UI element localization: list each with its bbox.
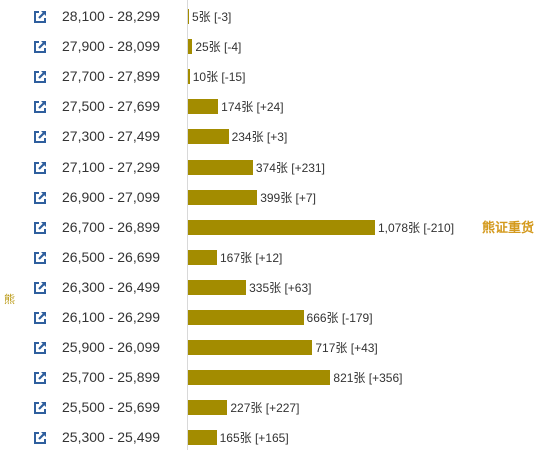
chart-row: 25,300 - 25,499 165张 [+165] (0, 423, 541, 453)
bar (188, 249, 217, 265)
chart-row: 25,500 - 25,699 227张 [+227] (0, 393, 541, 423)
side-label: 熊 (4, 294, 15, 306)
external-link-icon[interactable] (33, 281, 47, 295)
chart-row: 28,100 - 28,299 5张 [-3] (0, 2, 541, 32)
heavy-bear-annotation: 熊证重货 (482, 220, 535, 235)
value-label: 1,078张 [-210] (378, 220, 455, 235)
bar (188, 39, 193, 55)
chart-row: 25,700 - 25,899 821张 [+356] (0, 363, 541, 393)
range-label: 27,500 - 27,699 (62, 98, 161, 115)
external-link-icon[interactable] (33, 311, 47, 325)
range-label: 25,900 - 26,099 (62, 339, 161, 356)
value-label: 374张 [+231] (255, 160, 325, 175)
value-label: 227张 [+227] (230, 401, 300, 416)
bar (188, 279, 247, 295)
range-label: 25,500 - 25,699 (62, 399, 161, 416)
chart-row: 26,900 - 27,099 399张 [+7] (0, 183, 541, 213)
external-link-icon[interactable] (33, 401, 47, 415)
chart-row: 26,700 - 26,899 1,078张 [-210] (0, 213, 541, 243)
range-label: 26,700 - 26,899 (62, 218, 161, 235)
value-label: 717张 [+43] (315, 341, 378, 356)
external-link-icon[interactable] (33, 40, 47, 54)
chart-row: 27,700 - 27,899 10张 [-15] (0, 62, 541, 92)
bar (188, 340, 313, 356)
chart-row: 26,300 - 26,499 335张 [+63] (0, 273, 541, 303)
chart-row: 27,300 - 27,499 234张 [+3] (0, 122, 541, 152)
value-label: 25张 [-4] (195, 40, 242, 55)
range-label: 25,700 - 25,899 (62, 369, 161, 386)
external-link-icon[interactable] (33, 221, 47, 235)
range-label: 25,300 - 25,499 (62, 429, 161, 446)
chart-row: 27,100 - 27,299 374张 [+231] (0, 153, 541, 183)
bar (188, 159, 253, 175)
range-label: 26,900 - 27,099 (62, 188, 161, 205)
range-label: 27,700 - 27,899 (62, 68, 161, 85)
chart-row: 25,900 - 26,099 717张 [+43] (0, 333, 541, 363)
bar (188, 9, 189, 24)
range-label: 26,500 - 26,699 (62, 248, 161, 265)
chart-row: 27,500 - 27,699 174张 [+24] (0, 92, 541, 122)
chart-axis-line (187, 0, 188, 450)
bar (188, 69, 190, 85)
range-label: 27,900 - 28,099 (62, 38, 161, 55)
external-link-icon[interactable] (33, 100, 47, 114)
external-link-icon[interactable] (33, 431, 47, 445)
range-label: 28,100 - 28,299 (62, 8, 161, 24)
bar (188, 99, 219, 115)
range-label: 27,100 - 27,299 (62, 158, 161, 175)
external-link-icon[interactable] (33, 191, 47, 205)
value-label: 10张 [-15] (192, 70, 246, 85)
value-label: 335张 [+63] (249, 280, 312, 295)
bar (188, 189, 258, 205)
bar (188, 370, 331, 386)
value-label: 174张 [+24] (221, 100, 284, 115)
bar (188, 129, 229, 145)
external-link-icon[interactable] (33, 130, 47, 144)
range-label: 26,300 - 26,499 (62, 278, 161, 295)
bar (188, 219, 375, 235)
bar (188, 400, 228, 416)
value-label: 666张 [-179] (306, 311, 373, 325)
external-link-icon[interactable] (33, 341, 47, 355)
external-link-icon[interactable] (33, 10, 47, 24)
bar (188, 310, 304, 325)
value-label: 821张 [+356] (333, 371, 403, 386)
chart-row: 27,900 - 28,099 25张 [-4] (0, 32, 541, 62)
range-label: 27,300 - 27,499 (62, 128, 161, 145)
value-label: 5张 [-3] (192, 10, 232, 24)
chart-row: 26,100 - 26,299 666张 [-179] (0, 303, 541, 333)
external-link-icon[interactable] (33, 371, 47, 385)
bar (188, 430, 217, 446)
value-label: 234张 [+3] (231, 130, 288, 145)
external-link-icon[interactable] (33, 70, 47, 84)
value-label: 167张 [+12] (219, 250, 283, 265)
external-link-icon[interactable] (33, 251, 47, 265)
external-link-icon[interactable] (33, 161, 47, 175)
value-label: 399张 [+7] (260, 190, 316, 205)
range-label: 26,100 - 26,299 (62, 309, 161, 325)
chart-row: 26,500 - 26,699 167张 [+12] (0, 243, 541, 273)
value-label: 165张 [+165] (219, 431, 289, 446)
